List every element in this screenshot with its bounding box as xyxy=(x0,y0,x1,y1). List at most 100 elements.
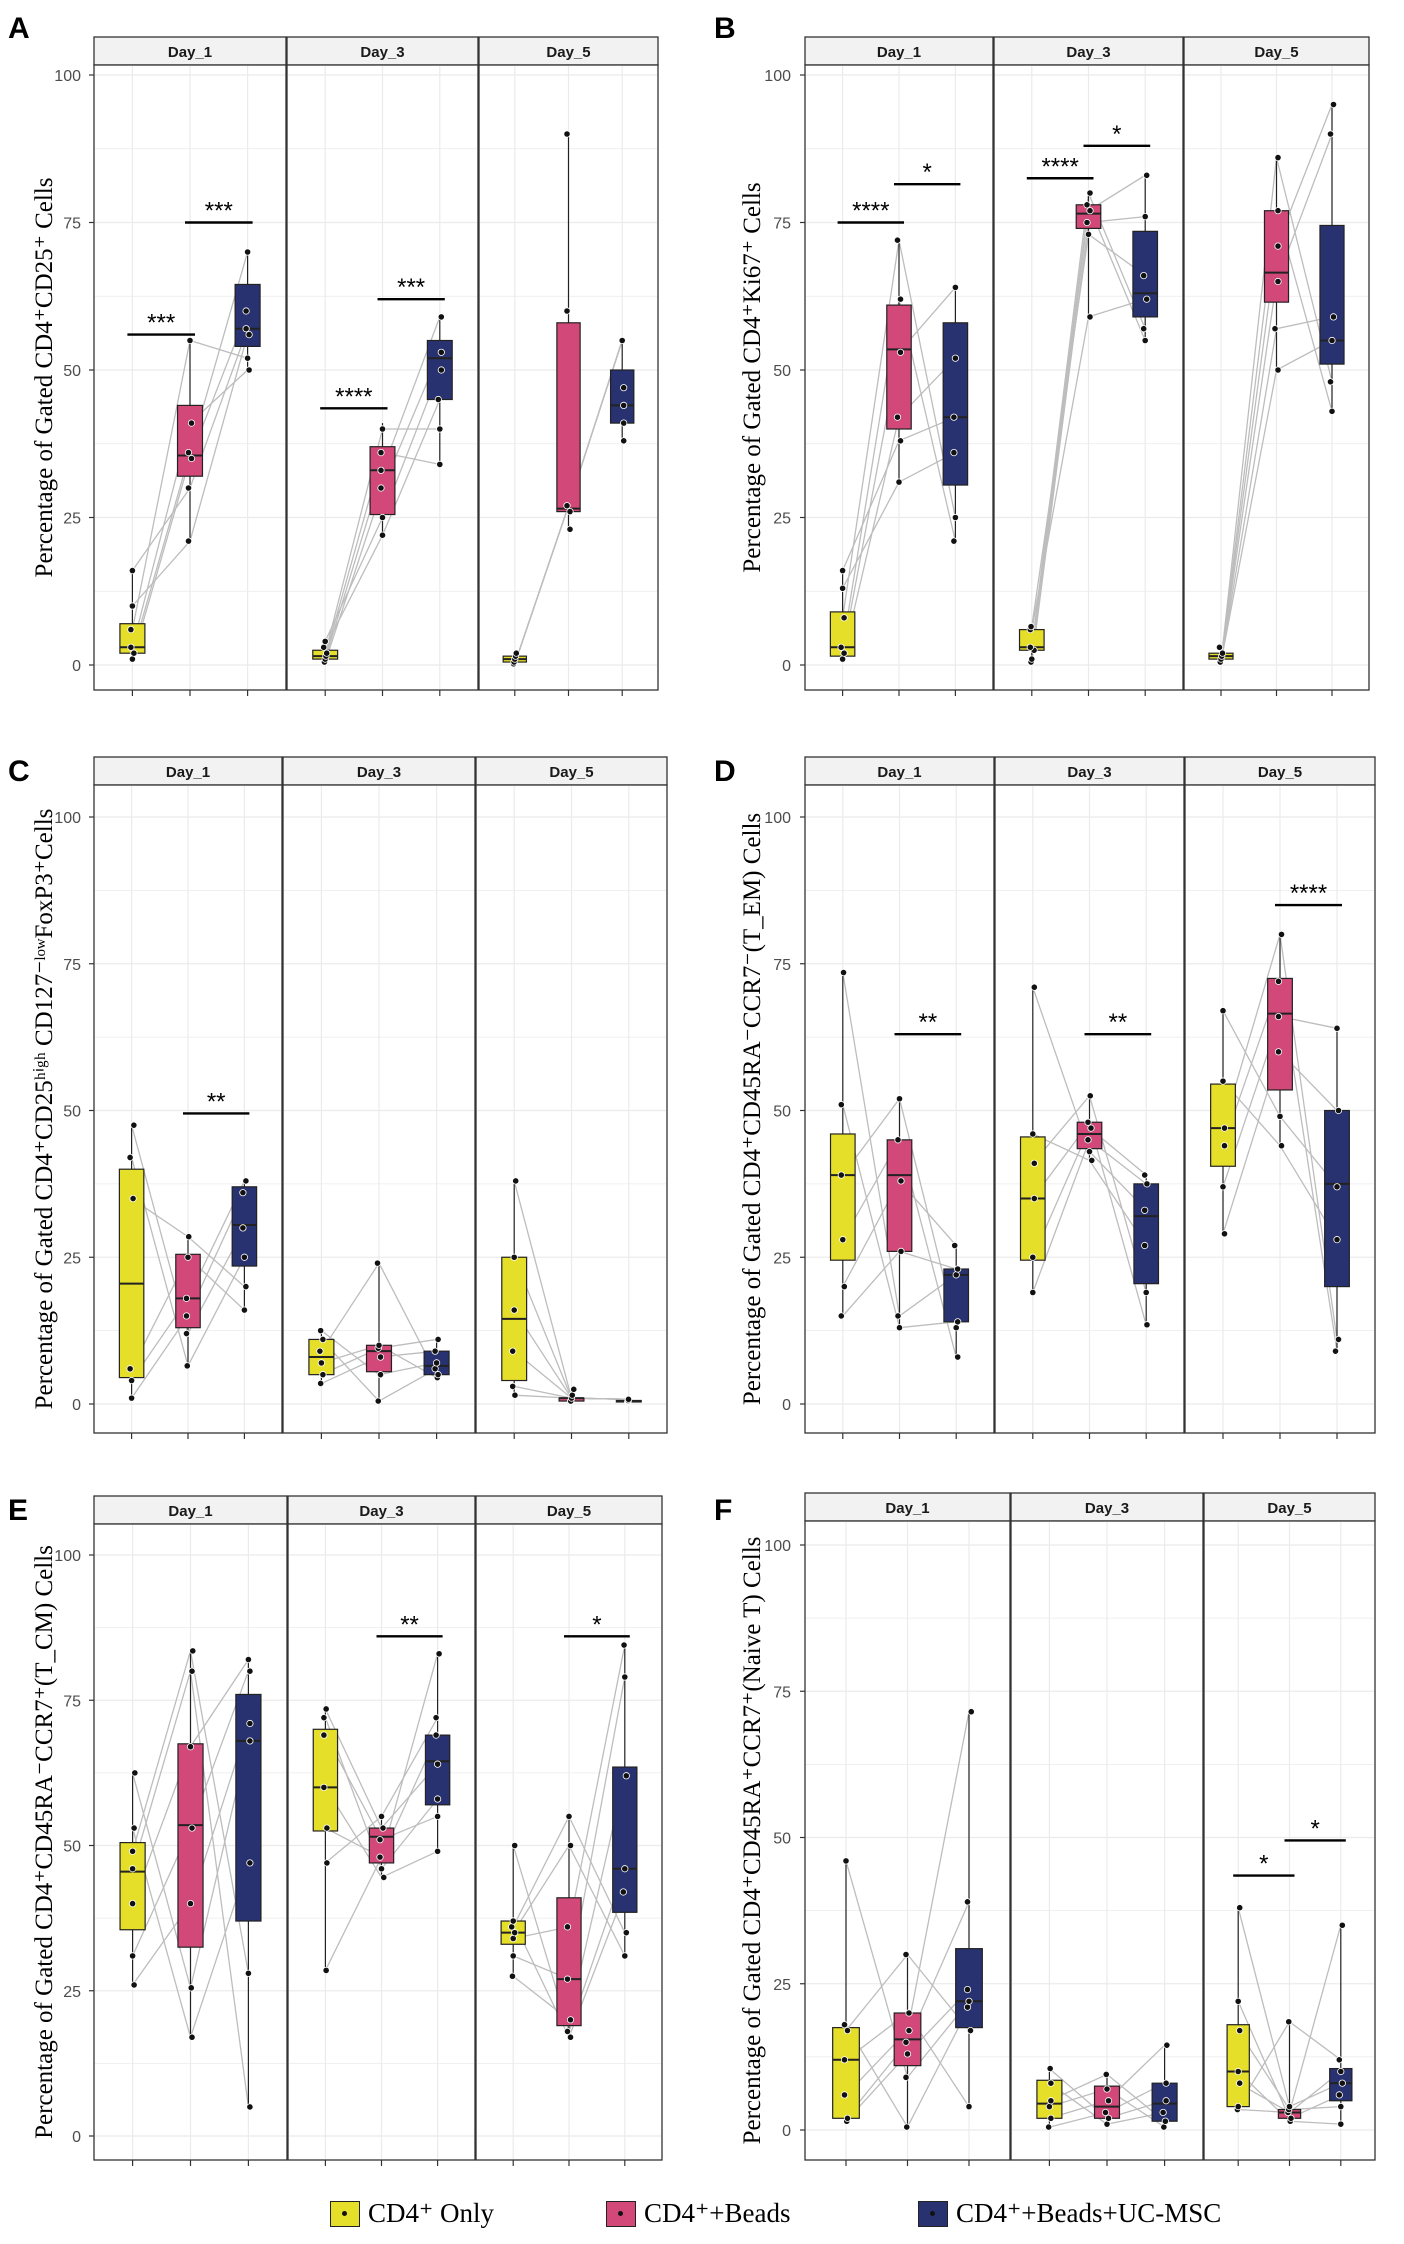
data-point xyxy=(377,466,385,474)
data-point xyxy=(896,437,905,445)
data-point xyxy=(376,1836,384,1844)
facet-strip xyxy=(93,36,287,66)
facet-strip-label: Day_3 xyxy=(1066,44,1110,61)
data-point xyxy=(620,1641,628,1649)
data-point xyxy=(511,1841,519,1850)
box-beads xyxy=(556,1897,582,2027)
data-point xyxy=(1029,1130,1037,1138)
data-point xyxy=(621,1952,629,1960)
data-point xyxy=(621,1673,629,1681)
data-point xyxy=(246,1719,254,1728)
box-beads xyxy=(1267,977,1293,1091)
data-point xyxy=(1234,1997,1242,2005)
data-point xyxy=(1337,2120,1345,2128)
data-point xyxy=(508,1972,517,1980)
data-point xyxy=(963,2003,972,2011)
facet-strip xyxy=(994,756,1185,786)
significance-label: * xyxy=(923,159,932,186)
data-point xyxy=(187,454,196,463)
data-point xyxy=(1333,1024,1341,1032)
data-point xyxy=(1104,2114,1113,2122)
data-point xyxy=(895,1095,904,1103)
data-point xyxy=(620,401,628,409)
significance-label: ** xyxy=(919,1009,938,1036)
data-point xyxy=(1285,2018,1293,2026)
data-point xyxy=(246,1667,254,1675)
data-point xyxy=(431,1365,439,1373)
data-point xyxy=(1271,325,1279,333)
data-point xyxy=(319,1371,327,1379)
facet-strip xyxy=(804,756,995,786)
data-point xyxy=(1220,1230,1229,1238)
facet-strip-label: Day_3 xyxy=(359,1503,403,1520)
data-point xyxy=(377,448,385,457)
box-beads xyxy=(886,304,912,430)
data-point xyxy=(244,1655,252,1664)
y-axis-label: Percentage of Gated CD4⁺CD25⁺ Cells xyxy=(31,178,58,578)
data-point xyxy=(1103,2085,1111,2093)
data-point xyxy=(182,1294,191,1302)
data-point xyxy=(1236,1904,1244,1912)
data-point xyxy=(128,1376,136,1385)
data-point xyxy=(1234,2067,1242,2076)
data-point xyxy=(951,513,960,522)
data-point xyxy=(511,1929,519,1937)
data-point xyxy=(1274,977,1283,985)
data-point xyxy=(1274,207,1282,215)
significance-label: ** xyxy=(400,1611,419,1638)
data-point xyxy=(245,366,253,374)
facet-strip-label: Day_5 xyxy=(549,764,593,781)
significance-label: *** xyxy=(147,310,175,337)
data-point xyxy=(1162,2079,1170,2087)
data-point xyxy=(839,1236,847,1244)
data-point xyxy=(566,1841,575,1850)
data-point xyxy=(1087,1124,1095,1132)
data-point xyxy=(130,1981,138,1989)
data-point xyxy=(240,1306,248,1314)
data-point xyxy=(322,1705,330,1713)
data-point xyxy=(129,1865,137,1873)
data-point xyxy=(965,1997,973,2005)
data-point xyxy=(509,1382,517,1390)
data-point xyxy=(508,1923,516,1931)
data-point xyxy=(837,1312,845,1320)
data-point xyxy=(246,1859,254,1867)
data-point xyxy=(1220,1142,1229,1150)
data-point xyxy=(1029,1288,1037,1297)
data-point xyxy=(128,566,136,575)
data-point xyxy=(951,1241,959,1250)
box-beads xyxy=(176,404,204,477)
facet-strip-label: Day_3 xyxy=(357,764,401,781)
data-point xyxy=(950,413,958,421)
y-tick-label: 100 xyxy=(764,68,791,85)
facet-strip-label: Day_5 xyxy=(546,44,590,61)
data-point xyxy=(432,1714,440,1722)
data-point xyxy=(509,1917,517,1925)
data-point xyxy=(563,1923,572,1931)
data-point xyxy=(512,649,520,657)
data-point xyxy=(1338,1921,1346,1929)
box-beads xyxy=(369,446,396,516)
data-point xyxy=(1027,623,1035,631)
data-point xyxy=(1337,2103,1345,2111)
data-point xyxy=(1274,242,1282,250)
panel-label: B xyxy=(714,12,736,45)
data-point xyxy=(1085,1147,1094,1156)
y-tick-label: 100 xyxy=(54,1548,81,1565)
data-point xyxy=(1143,171,1151,179)
data-point xyxy=(1160,2123,1168,2131)
data-point xyxy=(128,602,136,610)
data-point xyxy=(894,1312,902,1320)
data-point xyxy=(1219,1007,1227,1015)
box-uc-msc xyxy=(609,369,635,424)
facet-strip-label: Day_1 xyxy=(166,764,210,781)
data-point xyxy=(840,2021,849,2029)
facet-strip-label: Day_3 xyxy=(1085,1500,1129,1517)
data-point xyxy=(1274,1012,1283,1021)
data-point xyxy=(1274,277,1282,286)
data-point xyxy=(954,1265,962,1273)
data-point xyxy=(954,1353,962,1361)
data-point xyxy=(1045,2103,1054,2111)
data-point xyxy=(1334,1335,1343,1344)
data-point xyxy=(1140,325,1148,333)
